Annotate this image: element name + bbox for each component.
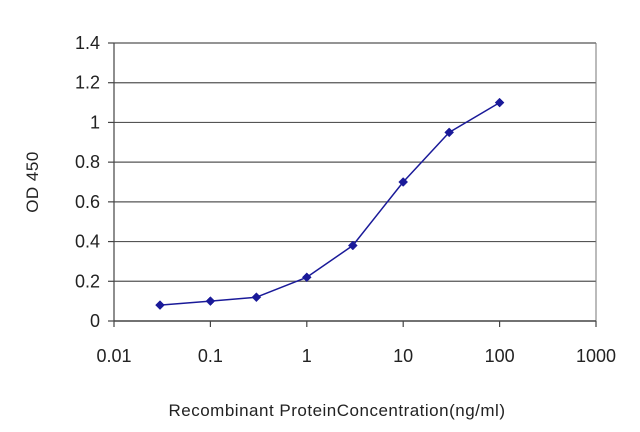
x-tick-label: 100 [485,346,515,366]
axes: 0 0.2 0.4 0.6 0.8 1 1.2 1.4 0.01 0.1 1 10 100 1000 [75,33,616,366]
data-point-2 [251,292,262,303]
y-tick-label: 0 [90,311,100,331]
y-tick-label: 1.2 [75,73,100,93]
data-point-3 [301,272,312,283]
y-axis-title: OD 450 [23,151,42,213]
data-point-6 [444,127,455,138]
y-tick-label: 0.4 [75,232,100,252]
x-tick-label: 0.01 [96,346,131,366]
y-tick-label: 0.6 [75,192,100,212]
y-tick-label: 0.2 [75,271,100,291]
data-point-7 [494,97,505,108]
data-point-0 [155,300,165,310]
x-tick-label: 0.1 [198,346,223,366]
x-tick-label: 10 [393,346,413,366]
x-tick-label: 1000 [576,346,616,366]
gridlines [114,42,596,282]
data-point-5 [398,177,409,187]
data-point-4 [347,240,358,251]
x-tick-label: 1 [302,346,312,366]
y-tick-label: 0.8 [75,152,100,172]
x-axis-title: Recombinant ProteinConcentration(ng/ml) [169,401,506,420]
y-tick-label: 1 [90,112,100,132]
data-point-1 [205,296,216,306]
data-series [155,97,505,310]
series-line-0 [159,101,500,306]
y-tick-label: 1.4 [75,33,100,53]
